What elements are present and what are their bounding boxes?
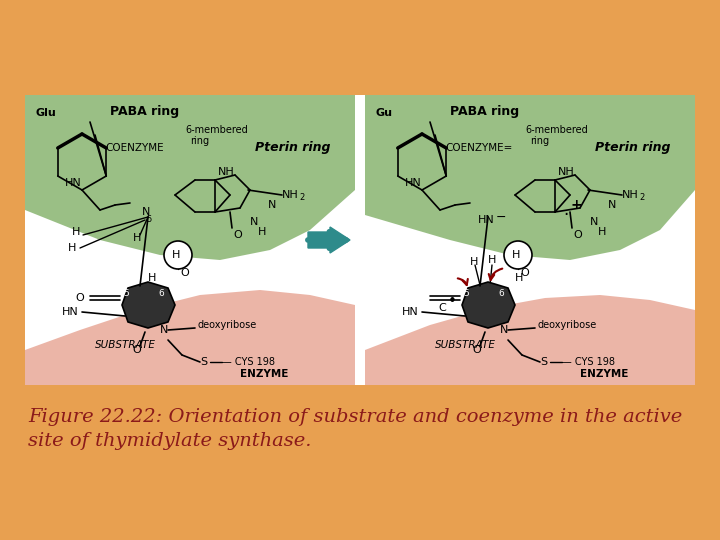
- Text: H: H: [470, 257, 478, 267]
- Text: 2: 2: [639, 193, 644, 202]
- Text: Gu: Gu: [375, 108, 392, 118]
- Text: 6: 6: [158, 288, 163, 298]
- Text: NH: NH: [282, 190, 299, 200]
- Text: H: H: [515, 273, 523, 283]
- Text: N: N: [142, 207, 150, 217]
- Text: C: C: [438, 303, 446, 313]
- Text: H: H: [488, 255, 496, 265]
- Text: 2: 2: [299, 193, 305, 202]
- Text: COENZYME: COENZYME: [105, 143, 163, 153]
- Text: O: O: [233, 230, 242, 240]
- Text: H: H: [258, 227, 266, 237]
- Text: NH: NH: [558, 167, 575, 177]
- Polygon shape: [25, 290, 355, 385]
- Text: ring: ring: [190, 136, 209, 146]
- Text: 6-membered: 6-membered: [185, 125, 248, 135]
- Text: O: O: [573, 230, 582, 240]
- Text: ring: ring: [530, 136, 549, 146]
- Text: — CYS 198: — CYS 198: [222, 357, 275, 367]
- Text: N: N: [500, 325, 508, 335]
- Text: HN: HN: [402, 307, 419, 317]
- Text: HN: HN: [62, 307, 78, 317]
- Polygon shape: [462, 282, 515, 328]
- Polygon shape: [365, 295, 695, 385]
- Text: H: H: [512, 250, 521, 260]
- Text: H: H: [133, 233, 141, 243]
- Text: S: S: [200, 357, 207, 367]
- Text: +: +: [570, 198, 582, 212]
- Text: 5: 5: [463, 288, 469, 298]
- Text: H: H: [68, 243, 76, 253]
- Text: H: H: [148, 273, 156, 283]
- Text: ·: ·: [563, 206, 568, 224]
- Text: NH: NH: [218, 167, 235, 177]
- Text: SUBSTRATE: SUBSTRATE: [435, 340, 496, 350]
- Text: Pterin ring: Pterin ring: [595, 141, 670, 154]
- Text: deoxyribose: deoxyribose: [198, 320, 257, 330]
- Text: H: H: [72, 227, 81, 237]
- Polygon shape: [122, 282, 175, 328]
- Text: N: N: [590, 217, 598, 227]
- Text: 6-membered: 6-membered: [525, 125, 588, 135]
- Text: H: H: [172, 250, 181, 260]
- Text: Pterin ring: Pterin ring: [255, 141, 330, 154]
- Text: N: N: [250, 217, 258, 227]
- Text: S: S: [540, 357, 547, 367]
- Text: PABA ring: PABA ring: [450, 105, 519, 118]
- Text: N: N: [608, 200, 616, 210]
- FancyArrow shape: [308, 227, 350, 253]
- Text: H: H: [598, 227, 606, 237]
- Text: deoxyribose: deoxyribose: [538, 320, 598, 330]
- Text: Glu: Glu: [35, 108, 55, 118]
- Text: HN: HN: [405, 178, 422, 188]
- Text: N: N: [268, 200, 276, 210]
- Circle shape: [504, 241, 532, 269]
- Text: SUBSTRATE: SUBSTRATE: [95, 340, 156, 350]
- Text: site of thymidylate synthase.: site of thymidylate synthase.: [28, 432, 312, 450]
- Text: O: O: [520, 268, 528, 278]
- Text: PABA ring: PABA ring: [110, 105, 179, 118]
- Text: O: O: [180, 268, 189, 278]
- Text: HN: HN: [478, 215, 495, 225]
- Text: ENZYME: ENZYME: [240, 369, 289, 379]
- Text: NH: NH: [622, 190, 639, 200]
- Text: HN: HN: [65, 178, 82, 188]
- Text: −: −: [496, 211, 506, 224]
- Text: O: O: [75, 293, 84, 303]
- Text: 6: 6: [498, 288, 504, 298]
- Circle shape: [164, 241, 192, 269]
- Text: N: N: [160, 325, 168, 335]
- Polygon shape: [365, 95, 695, 260]
- Bar: [25, 95, 695, 385]
- Text: Figure 22.22: Orientation of substrate and coenzyme in the active: Figure 22.22: Orientation of substrate a…: [28, 408, 683, 426]
- Text: O: O: [132, 345, 140, 355]
- Text: O: O: [472, 345, 481, 355]
- Text: 5: 5: [146, 215, 151, 225]
- Text: ENZYME: ENZYME: [580, 369, 629, 379]
- Text: COENZYME=: COENZYME=: [445, 143, 513, 153]
- Text: •: •: [448, 294, 457, 309]
- Polygon shape: [25, 95, 355, 260]
- Text: — CYS 198: — CYS 198: [562, 357, 615, 367]
- Text: 5: 5: [123, 288, 129, 298]
